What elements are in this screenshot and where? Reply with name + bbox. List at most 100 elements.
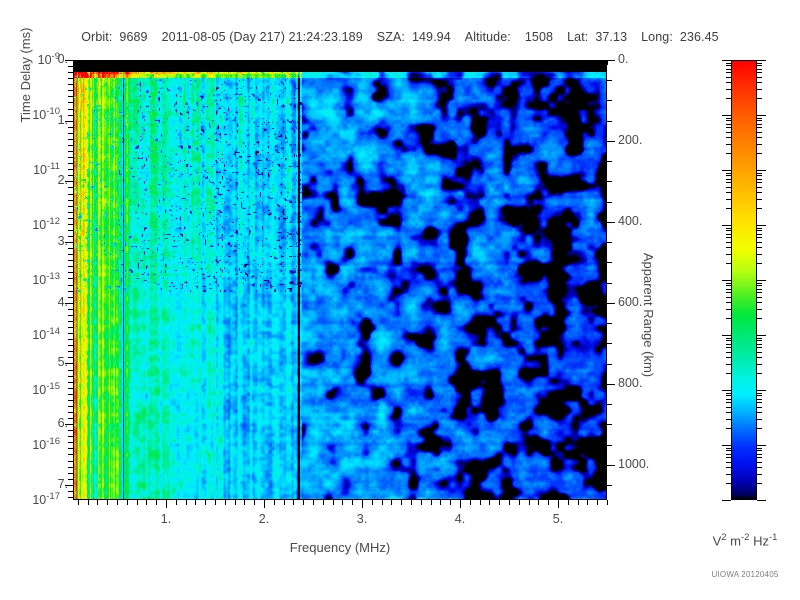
colorbar-tick-minor [726,77,731,78]
colorbar-tick-minor [726,153,731,154]
colorbar-tick-minor [757,234,762,235]
colorbar-tick-label: 10-14 [32,326,60,343]
colorbar-tick-minor [757,137,762,138]
colorbar-tick-major [757,335,766,336]
colorbar-tick-minor [757,242,762,243]
x-tick-label: 4. [454,512,466,526]
x-tick-minor-top [97,60,98,65]
x-tick-minor-top [440,60,441,65]
y2-tick-minor [607,161,612,162]
y-tick-minor [68,394,73,395]
colorbar-tick-minor [757,395,762,396]
y-tick-minor [68,370,73,371]
colorbar-tick-major [722,445,731,446]
y-tick-minor [68,254,73,255]
colorbar-tick-minor [757,120,762,121]
y-tick-minor [68,327,73,328]
y-tick-minor [68,260,73,261]
colorbar-tick-minor [757,289,762,290]
x-tick-minor [127,500,128,505]
y-tick-label: 6. [57,416,68,430]
x-tick-minor-top [323,60,324,65]
y-tick-minor [68,78,73,79]
colorbar-tick-minor [726,72,731,73]
y-tick-minor [68,169,73,170]
y2-tick-label: 800. [618,376,643,390]
y-tick-minor [68,133,73,134]
y-tick-minor [68,109,73,110]
x-tick-minor [578,500,579,505]
x-tick-minor-top [401,60,402,65]
colorbar-tick-minor [757,448,762,449]
x-tick-minor [78,500,79,505]
colorbar-tick-minor [726,289,731,290]
colorbar-tick-minor [757,352,762,353]
x-tick-minor [293,500,294,505]
colorbar-tick-minor [726,344,731,345]
colorbar-tick-label: 10-17 [32,491,60,508]
y-tick-minor [68,200,73,201]
colorbar-tick-minor [757,72,762,73]
x-tick-minor [107,500,108,505]
y2-tick-major [607,303,615,304]
colorbar-tick-minor [726,208,731,209]
x-tick-minor [450,500,451,505]
colorbar-tick-minor [757,318,762,319]
colorbar-tick-minor [726,399,731,400]
x-tick-minor [382,500,383,505]
x-tick-minor-top [244,60,245,65]
colorbar-tick-minor [757,302,762,303]
colorbar-tick-minor [757,132,762,133]
y-tick-major [65,424,73,425]
colorbar-tick-minor [726,173,731,174]
colorbar-tick-minor [757,118,762,119]
colorbar-tick-major [757,115,766,116]
colorbar-tick-minor [757,182,762,183]
x-tick-minor [274,500,275,505]
colorbar-tick-minor [757,412,762,413]
colorbar-tick-minor [726,132,731,133]
y-tick-minor [68,266,73,267]
x-tick-minor [519,500,520,505]
colorbar-tick-minor [726,127,731,128]
colorbar-tick-minor [726,63,731,64]
colorbar-tick-minor [757,127,762,128]
x-tick-minor-top [176,60,177,65]
colorbar-tick-minor [726,474,731,475]
x-tick-minor [499,500,500,505]
x-tick-minor [323,500,324,505]
x-tick-minor-top [117,60,118,65]
x-tick-minor-top [411,60,412,65]
colorbar-tick-major [757,225,766,226]
x-tick-minor [372,500,373,505]
y-tick-minor [68,139,73,140]
colorbar-tick-major [722,500,731,501]
y-tick-minor [68,187,73,188]
colorbar-tick-minor [757,399,762,400]
colorbar-tick-minor [757,192,762,193]
x-tick-minor-top [186,60,187,65]
colorbar-tick-minor [726,237,731,238]
x-tick-minor [97,500,98,505]
y2-tick-minor [607,364,612,365]
x-tick-minor [529,500,530,505]
x-tick-minor [607,500,608,505]
y2-tick-minor [607,445,612,446]
y-tick-minor [68,473,73,474]
x-tick-label: 2. [258,512,270,526]
colorbar-tick-minor [757,454,762,455]
y-tick-label: 2. [57,173,68,187]
x-tick-minor [509,500,510,505]
y-tick-label: 5. [57,355,68,369]
colorbar-tick-minor [757,153,762,154]
colorbar-tick-major [757,170,766,171]
y-tick-minor [68,321,73,322]
x-tick-minor [225,500,226,505]
colorbar-tick-minor [757,483,762,484]
header-lat-label: Lat: [567,30,589,44]
y2-tick-minor [607,404,612,405]
colorbar-tick-minor [757,187,762,188]
footer-credit: UIOWA 20120405 [711,570,779,579]
y2-tick-minor [607,80,612,81]
y-tick-minor [68,194,73,195]
